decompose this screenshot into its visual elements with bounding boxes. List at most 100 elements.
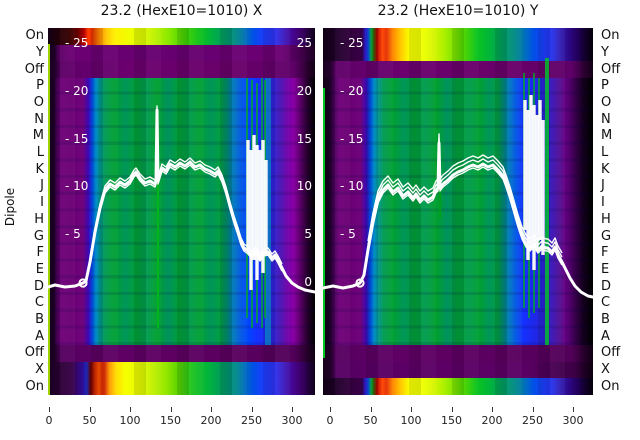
x-tick-label: 0: [45, 414, 53, 427]
x-tick-label: 250: [241, 414, 262, 427]
row-label-right-C-16: C: [601, 295, 611, 311]
x-tick-mark: [492, 407, 493, 412]
heatmap-band-spec-l-top: [48, 28, 315, 45]
row-label-left-A-18: A: [35, 328, 44, 344]
heatmap-accent-line: [545, 58, 549, 345]
overlay-curve-svg: [48, 78, 315, 328]
x-tick-mark: [573, 407, 574, 412]
inner-value-tick-right: 5: [304, 227, 312, 242]
row-label-left-O-4: O: [33, 95, 44, 111]
row-label-right-F-13: F: [601, 245, 609, 261]
row-label-right-A-18: A: [601, 328, 610, 344]
row-label-right-Off-2: Off: [601, 61, 621, 77]
curve-echo-strand: [367, 145, 563, 266]
heatmap-band-purple-y: [48, 44, 315, 62]
heatmap-band-purple-x: [323, 361, 593, 379]
x-tick-label: 100: [119, 414, 141, 427]
row-label-left-C-16: C: [34, 295, 44, 311]
inner-value-tick-left: - 5: [340, 227, 356, 242]
row-label-left-Y-1: Y: [36, 45, 44, 61]
inner-value-tick-right: 10: [296, 179, 312, 194]
heatmap-band-purple-off2: [323, 344, 593, 362]
row-label-right-G-12: G: [601, 228, 612, 244]
row-label-left-J-9: J: [40, 178, 44, 194]
x-tick-label: 100: [400, 414, 422, 427]
curve-start-marker: [78, 278, 88, 288]
row-label-right-X-20: X: [601, 361, 610, 377]
row-label-left-On-0: On: [25, 28, 44, 44]
x-tick-mark: [49, 407, 50, 412]
x-tick-label: 150: [160, 414, 181, 427]
x-tick-label: 50: [363, 414, 378, 427]
row-label-left-P-3: P: [36, 78, 44, 94]
row-label-left-M-6: M: [32, 128, 44, 144]
x-tick-mark: [532, 407, 534, 412]
heatmap-panel-y: - 25 - 20 - 15 - 10 - 5: [323, 28, 593, 395]
x-tick-label: 300: [281, 414, 303, 427]
row-label-left-E-14: E: [35, 261, 44, 277]
heatmap-band-spec-r-top: [323, 378, 593, 395]
x-tick-mark: [370, 407, 372, 412]
row-label-right-On-0: On: [601, 28, 620, 44]
heatmap-panel-x: - 25 - 20 - 15 - 10 - 5 25 20 15 10 5 0: [48, 28, 315, 395]
x-tick-label: 0: [326, 414, 334, 427]
row-label-left-N-5: N: [34, 111, 44, 127]
inner-value-tick-right: 25: [296, 36, 312, 50]
inner-value-tick-left: - 25: [340, 36, 364, 50]
curve-echo-strand: [89, 105, 283, 265]
curve-start-marker: [355, 278, 365, 288]
curve-main: [48, 108, 315, 294]
row-label-left-Off-19: Off: [24, 345, 44, 361]
x-tick-label: 250: [522, 414, 543, 427]
row-label-left-L-7: L: [36, 145, 44, 161]
row-label-right-Off-19: Off: [601, 345, 621, 361]
row-label-right-D-15: D: [601, 278, 612, 294]
x-tick-label: 150: [441, 414, 462, 427]
inner-value-tick-left: - 15: [340, 131, 364, 146]
curve-main: [323, 141, 593, 299]
inner-value-tick-left: - 15: [65, 131, 89, 146]
curve-echo-strand: [367, 137, 563, 258]
x-tick-mark: [251, 407, 253, 412]
heatmap-band-spec-r-top: [323, 28, 593, 62]
x-tick-mark: [411, 407, 412, 412]
row-label-right-P-3: P: [601, 78, 609, 94]
row-label-left-H-11: H: [34, 211, 44, 227]
row-label-right-Y-1: Y: [601, 45, 609, 61]
inner-value-tick-right: 15: [296, 131, 312, 146]
inner-value-tick-left: - 20: [65, 83, 89, 98]
row-label-right-O-4: O: [601, 95, 612, 111]
inner-value-tick-left: - 20: [340, 83, 364, 98]
curve-echo-strand: [367, 133, 563, 254]
heatmap-band-purple-off2: [48, 344, 315, 362]
panel-title-x: 23.2 (HexE10=1010) X: [100, 3, 263, 19]
x-tick-mark: [330, 407, 331, 412]
heatmap-band-purple-off: [323, 61, 593, 79]
heatmap-accent-line: [157, 183, 159, 328]
inner-value-tick-right: 20: [296, 83, 312, 98]
x-tick-label: 300: [562, 414, 584, 427]
x-tick-mark: [292, 407, 293, 412]
row-label-left-G-12: G: [33, 228, 44, 244]
row-label-left-I-10: I: [40, 195, 44, 211]
row-label-right-E-14: E: [601, 261, 610, 277]
heatmap-band-spec-l-bot: [48, 361, 315, 395]
row-label-right-N-5: N: [601, 111, 611, 127]
x-tick-mark: [211, 407, 212, 412]
row-label-left-D-15: D: [33, 278, 44, 294]
x-tick-mark: [451, 407, 453, 412]
inner-value-tick-left: - 10: [65, 179, 89, 194]
row-label-left-F-13: F: [36, 245, 44, 261]
inner-value-tick-left: - 5: [65, 227, 81, 242]
row-label-left-K-8: K: [35, 161, 44, 177]
row-label-right-On-21: On: [601, 378, 620, 394]
row-label-right-J-9: J: [601, 178, 605, 194]
x-tick-label: 50: [82, 414, 97, 427]
inner-value-tick-right: 0: [304, 275, 312, 289]
row-label-right-B-17: B: [601, 311, 610, 327]
row-label-left-X-20: X: [35, 361, 44, 377]
row-label-right-M-6: M: [601, 128, 613, 144]
x-tick-mark: [89, 407, 91, 412]
heatmap-accent-line: [265, 78, 271, 345]
